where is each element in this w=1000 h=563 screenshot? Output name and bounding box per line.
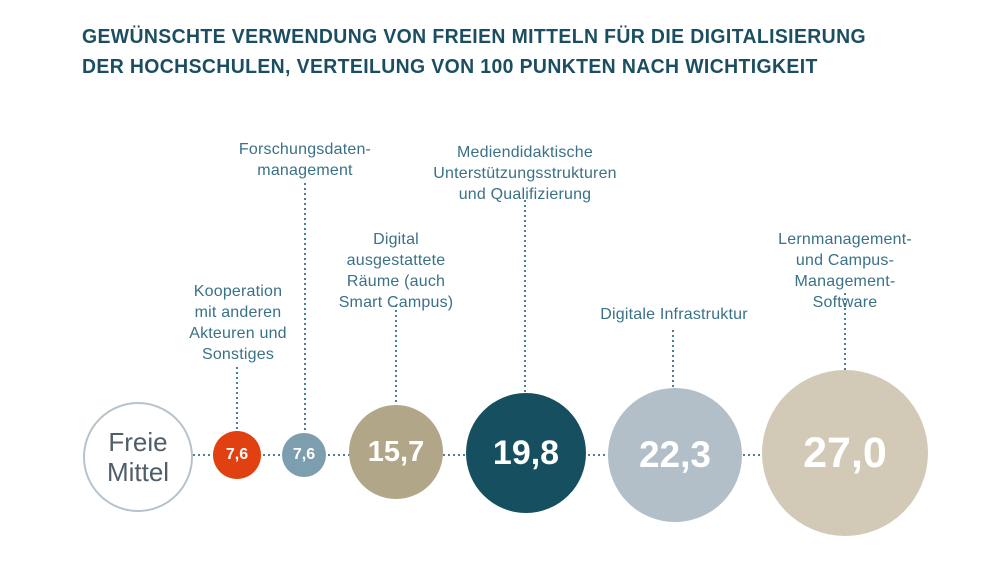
bubble-value: 27,0 xyxy=(803,428,887,477)
connector-line-mediendidaktik xyxy=(524,200,526,393)
bubble-value: 15,7 xyxy=(367,435,425,468)
connector-line-digitale-raeume xyxy=(395,305,397,403)
connector-line-infrastruktur xyxy=(672,330,674,388)
origin-node-label: Freie Mittel xyxy=(106,427,170,487)
chart-title: GEWÜNSCHTE VERWENDUNG VON FREIEN MITTELN… xyxy=(82,26,866,78)
bubble-digitale-raeume: 15,7 xyxy=(349,405,443,499)
category-label-forschungsdaten: Forschungsdaten- management xyxy=(238,141,372,179)
connector-line-forschungsdaten xyxy=(304,183,306,433)
category-label-kooperation: Kooperation mit anderen Akteuren und Son… xyxy=(189,283,287,363)
bubble-value: 7,6 xyxy=(292,446,316,463)
bubble-value: 19,8 xyxy=(492,433,560,472)
category-label-mediendidaktik: Mediendidaktische Unterstützungsstruktur… xyxy=(433,144,617,203)
category-label-lernmanagement: Lernmanagement- und Campus-Management- S… xyxy=(778,231,912,311)
connector-line-kooperation xyxy=(236,367,238,431)
bubble-value: 22,3 xyxy=(638,434,711,475)
bubble-lernmanagement: 27,0 xyxy=(762,370,928,536)
bubble-kooperation: 7,6 xyxy=(213,431,261,479)
category-label-digitale-raeume: Digital ausgestattete Räume (auch Smart … xyxy=(338,231,454,311)
category-label-infrastruktur: Digitale Infrastruktur xyxy=(600,306,748,323)
bubble-infrastruktur: 22,3 xyxy=(608,388,742,522)
connector-line-lernmanagement xyxy=(844,293,846,370)
bubble-forschungsdaten: 7,6 xyxy=(282,433,326,477)
bubble-value: 7,6 xyxy=(225,446,249,463)
origin-node-freie-mittel: Freie Mittel xyxy=(83,402,193,512)
bubble-mediendidaktik: 19,8 xyxy=(466,393,586,513)
